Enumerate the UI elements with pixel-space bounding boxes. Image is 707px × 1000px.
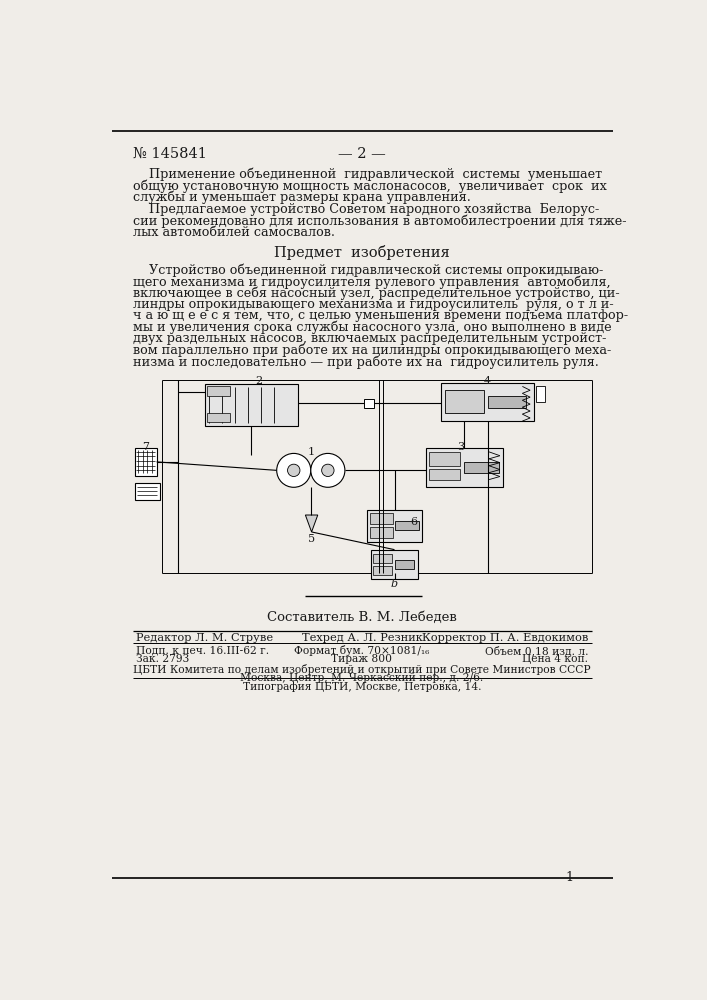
Text: низма и последовательно — при работе их на  гидроусилитель руля.: низма и последовательно — при работе их … — [132, 355, 598, 369]
Text: сии рекомендовано для использования в автомобилестроении для тяже-: сии рекомендовано для использования в ав… — [132, 215, 626, 228]
Text: Составитель В. М. Лебедев: Составитель В. М. Лебедев — [267, 611, 457, 624]
Text: ЦБТИ Комитета по делам изобретений и открытий при Совете Министров СССР: ЦБТИ Комитета по делам изобретений и отк… — [133, 664, 591, 675]
Text: линдры опрокидывающего механизма и гидроусилитель  руля, о т л и-: линдры опрокидывающего механизма и гидро… — [132, 298, 613, 311]
Text: Тираж 800: Тираж 800 — [332, 654, 392, 664]
Bar — [135, 483, 160, 500]
Bar — [429, 452, 460, 466]
Bar — [204, 384, 298, 426]
Text: включающее в себя насосный узел, распределительное устройство, ци-: включающее в себя насосный узел, распред… — [132, 287, 619, 300]
Bar — [429, 469, 460, 480]
Text: Редактор Л. М. Струве: Редактор Л. М. Струве — [136, 633, 274, 643]
Circle shape — [311, 453, 345, 487]
Text: 5: 5 — [308, 534, 315, 544]
Text: 7: 7 — [142, 442, 149, 452]
Bar — [441, 383, 534, 421]
Bar — [426, 448, 503, 487]
Text: 6: 6 — [410, 517, 417, 527]
Text: Корректор П. А. Евдокимов: Корректор П. А. Евдокимов — [422, 633, 588, 643]
Text: Подп. к печ. 16.III-62 г.: Подп. к печ. 16.III-62 г. — [136, 645, 269, 655]
Text: мы и увеличения срока службы насосного узла, оно выполнено в виде: мы и увеличения срока службы насосного у… — [132, 321, 611, 334]
Bar — [535, 386, 545, 402]
Text: 1: 1 — [565, 871, 573, 884]
Bar — [445, 390, 484, 413]
Polygon shape — [305, 515, 317, 532]
Bar — [464, 462, 499, 473]
Text: Предлагаемое устройство Советом народного хозяйства  Белорус-: Предлагаемое устройство Советом народног… — [132, 203, 599, 216]
Text: Зак. 2793: Зак. 2793 — [136, 654, 189, 664]
Text: b: b — [391, 579, 398, 589]
Bar — [395, 521, 419, 530]
Text: щего механизма и гидроусилителя рулевого управления  автомобиля,: щего механизма и гидроусилителя рулевого… — [132, 275, 610, 289]
Text: 4: 4 — [484, 376, 491, 386]
Bar — [207, 413, 230, 422]
Text: службы и уменьшает размеры крана управления.: службы и уменьшает размеры крана управле… — [132, 191, 470, 204]
Bar — [364, 399, 373, 408]
Text: ч а ю щ е е с я тем, что, с целью уменьшения времени подъема платфор-: ч а ю щ е е с я тем, что, с целью уменьш… — [132, 309, 628, 322]
Text: Формат бум. 70×1081/₁₆: Формат бум. 70×1081/₁₆ — [294, 645, 430, 656]
Bar — [395, 560, 414, 569]
Circle shape — [288, 464, 300, 477]
Text: двух раздельных насосов, включаемых распределительным устройст-: двух раздельных насосов, включаемых расп… — [132, 332, 606, 345]
Text: Техред А. Л. Резник: Техред А. Л. Резник — [302, 633, 422, 643]
Text: Объем 0,18 изд. л.: Объем 0,18 изд. л. — [485, 645, 588, 656]
Text: Предмет  изобретения: Предмет изобретения — [274, 245, 450, 260]
Text: 1: 1 — [308, 447, 315, 457]
Bar — [368, 510, 421, 542]
Bar — [488, 396, 526, 408]
Circle shape — [276, 453, 311, 487]
Bar — [135, 448, 156, 476]
Text: 2: 2 — [255, 376, 262, 386]
Text: — 2 —: — 2 — — [338, 147, 386, 161]
Text: 3: 3 — [457, 442, 464, 452]
Bar — [373, 554, 392, 563]
Bar — [371, 550, 418, 579]
Text: Москва, Центр, М. Черкасский пер., д. 2/6.: Москва, Центр, М. Черкасский пер., д. 2/… — [240, 673, 484, 683]
Text: Типография ЦБТИ, Москве, Петровка, 14.: Типография ЦБТИ, Москве, Петровка, 14. — [243, 681, 481, 692]
Text: № 145841: № 145841 — [132, 147, 206, 161]
Bar — [370, 527, 393, 538]
Text: Применение объединенной  гидравлической  системы  уменьшает: Применение объединенной гидравлической с… — [132, 168, 602, 181]
Circle shape — [322, 464, 334, 477]
Text: вом параллельно при работе их на цилиндры опрокидывающего меха-: вом параллельно при работе их на цилиндр… — [132, 344, 611, 357]
Text: Цена 4 коп.: Цена 4 коп. — [522, 654, 588, 664]
Bar — [207, 386, 230, 396]
Text: общую установочную мощность маслонасосов,  увеличивает  срок  их: общую установочную мощность маслонасосов… — [132, 179, 607, 193]
Text: лых автомобилей самосвалов.: лых автомобилей самосвалов. — [132, 226, 334, 239]
Bar — [373, 566, 392, 575]
Bar — [370, 513, 393, 524]
Text: Устройство объединенной гидравлической системы опрокидываю-: Устройство объединенной гидравлической с… — [132, 264, 603, 277]
